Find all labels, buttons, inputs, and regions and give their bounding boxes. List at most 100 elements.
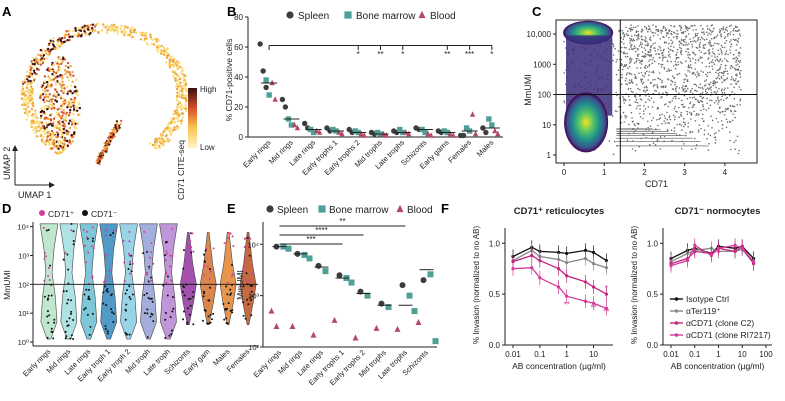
violin-cell [169,316,172,318]
umap-cell [180,119,183,122]
scatter-cell [692,40,694,43]
scatter-cell [713,36,716,38]
scatter-cell [695,144,698,146]
violin-cell [106,290,109,293]
scatter-cell [705,79,708,81]
umap-cell [48,80,51,83]
scatter-cell [717,72,719,75]
y-tick-label: 10¹ [18,309,29,318]
violin-cell [43,295,46,298]
scatter-cell [677,56,680,59]
umap-cell [162,144,165,147]
scatter-cell [694,89,697,92]
umap-cell [174,79,177,82]
scatter-cell [720,71,723,74]
scatter-cell [722,26,725,28]
scatter-cell [648,25,650,27]
x-axis-label: CD71 [645,179,668,189]
umap-cell [133,28,137,31]
umap-cell [176,94,179,98]
violin-cell [69,337,72,340]
umap-cell [49,138,52,141]
y-tick-label: 10⁰ [18,338,29,347]
violin-cell [149,256,152,259]
scatter-cell [652,24,654,26]
scatter-cell [647,51,650,53]
scatter-cell [694,59,697,61]
scatter-cell [624,115,626,117]
umap-cell [178,93,181,96]
umap-cell [70,134,73,137]
scatter-cell [635,31,638,34]
violin-cell [67,268,70,271]
scatter-cell [683,117,685,120]
scatter-cell [661,63,664,66]
data-point-bone-marrow [310,129,317,136]
umap-cell [180,90,183,93]
scatter-cell [678,87,681,89]
scatter-cell [735,78,737,80]
x-tick-label: 10 [738,350,747,359]
scatter-cell [640,67,642,69]
scatter-cell [674,68,677,70]
violin-cell [72,230,75,233]
scatter-cell [717,49,719,52]
violin-cell [87,288,90,291]
umap-cell [166,126,169,130]
umap-arrow-y [12,145,18,151]
umap-cell [168,66,172,69]
scatter-cell [701,117,704,120]
scatter-cell [695,85,698,87]
x-tick-label: 0.1 [534,350,546,359]
colorbar [188,88,197,148]
scatter-cell [628,48,631,50]
umap-cell [74,29,78,32]
scatter-cell [686,113,689,115]
y-tick-label: 1000 [533,60,551,69]
scatter-cell [703,31,705,33]
violin-cell [242,285,245,288]
scatter-cell [658,63,660,65]
scatter-cell [733,141,735,144]
scatter-cell [667,47,670,49]
umap-cell [172,128,175,132]
scatter-cell [644,53,647,55]
scatter-cell [694,147,697,150]
scatter-cell [717,121,719,123]
scatter-cell [632,91,634,93]
scatter-cell [667,122,669,124]
violin-cell [105,304,108,307]
umap-cell [39,134,43,138]
umap-cell [44,49,47,53]
scatter-cell [689,101,692,104]
umap-cell [182,96,185,100]
umap-cell [54,61,58,64]
umap-cell [68,65,72,69]
scatter-cell [714,81,716,84]
scatter-cell [687,33,690,35]
scatter-cell [729,67,732,69]
y-tick-label: 10² [248,343,259,352]
scatter-cell [708,83,710,85]
umap-cell [35,135,39,138]
scatter-cell [699,87,701,89]
violin-cell [164,318,167,321]
scatter-cell [670,24,672,27]
violin-cell [229,288,232,291]
scatter-cell [702,71,704,73]
violin-cell [166,294,169,297]
scatter-cell [700,99,702,102]
scatter-cell [723,37,726,40]
data-point-bone-marrow [364,292,371,299]
legend-marker-cd71-pos [39,210,45,216]
violin-cell [143,294,146,296]
umap-cell [112,28,115,31]
sig-label: ** [564,300,570,309]
umap-cell [166,124,169,127]
scatter-cell [706,25,708,27]
umap-cell [43,75,47,78]
y-axis-label: % Invasion (normalized to no AB) [630,226,639,345]
umap-cell [109,134,112,137]
scatter-cell [697,101,699,103]
scatter-cell [733,105,736,108]
